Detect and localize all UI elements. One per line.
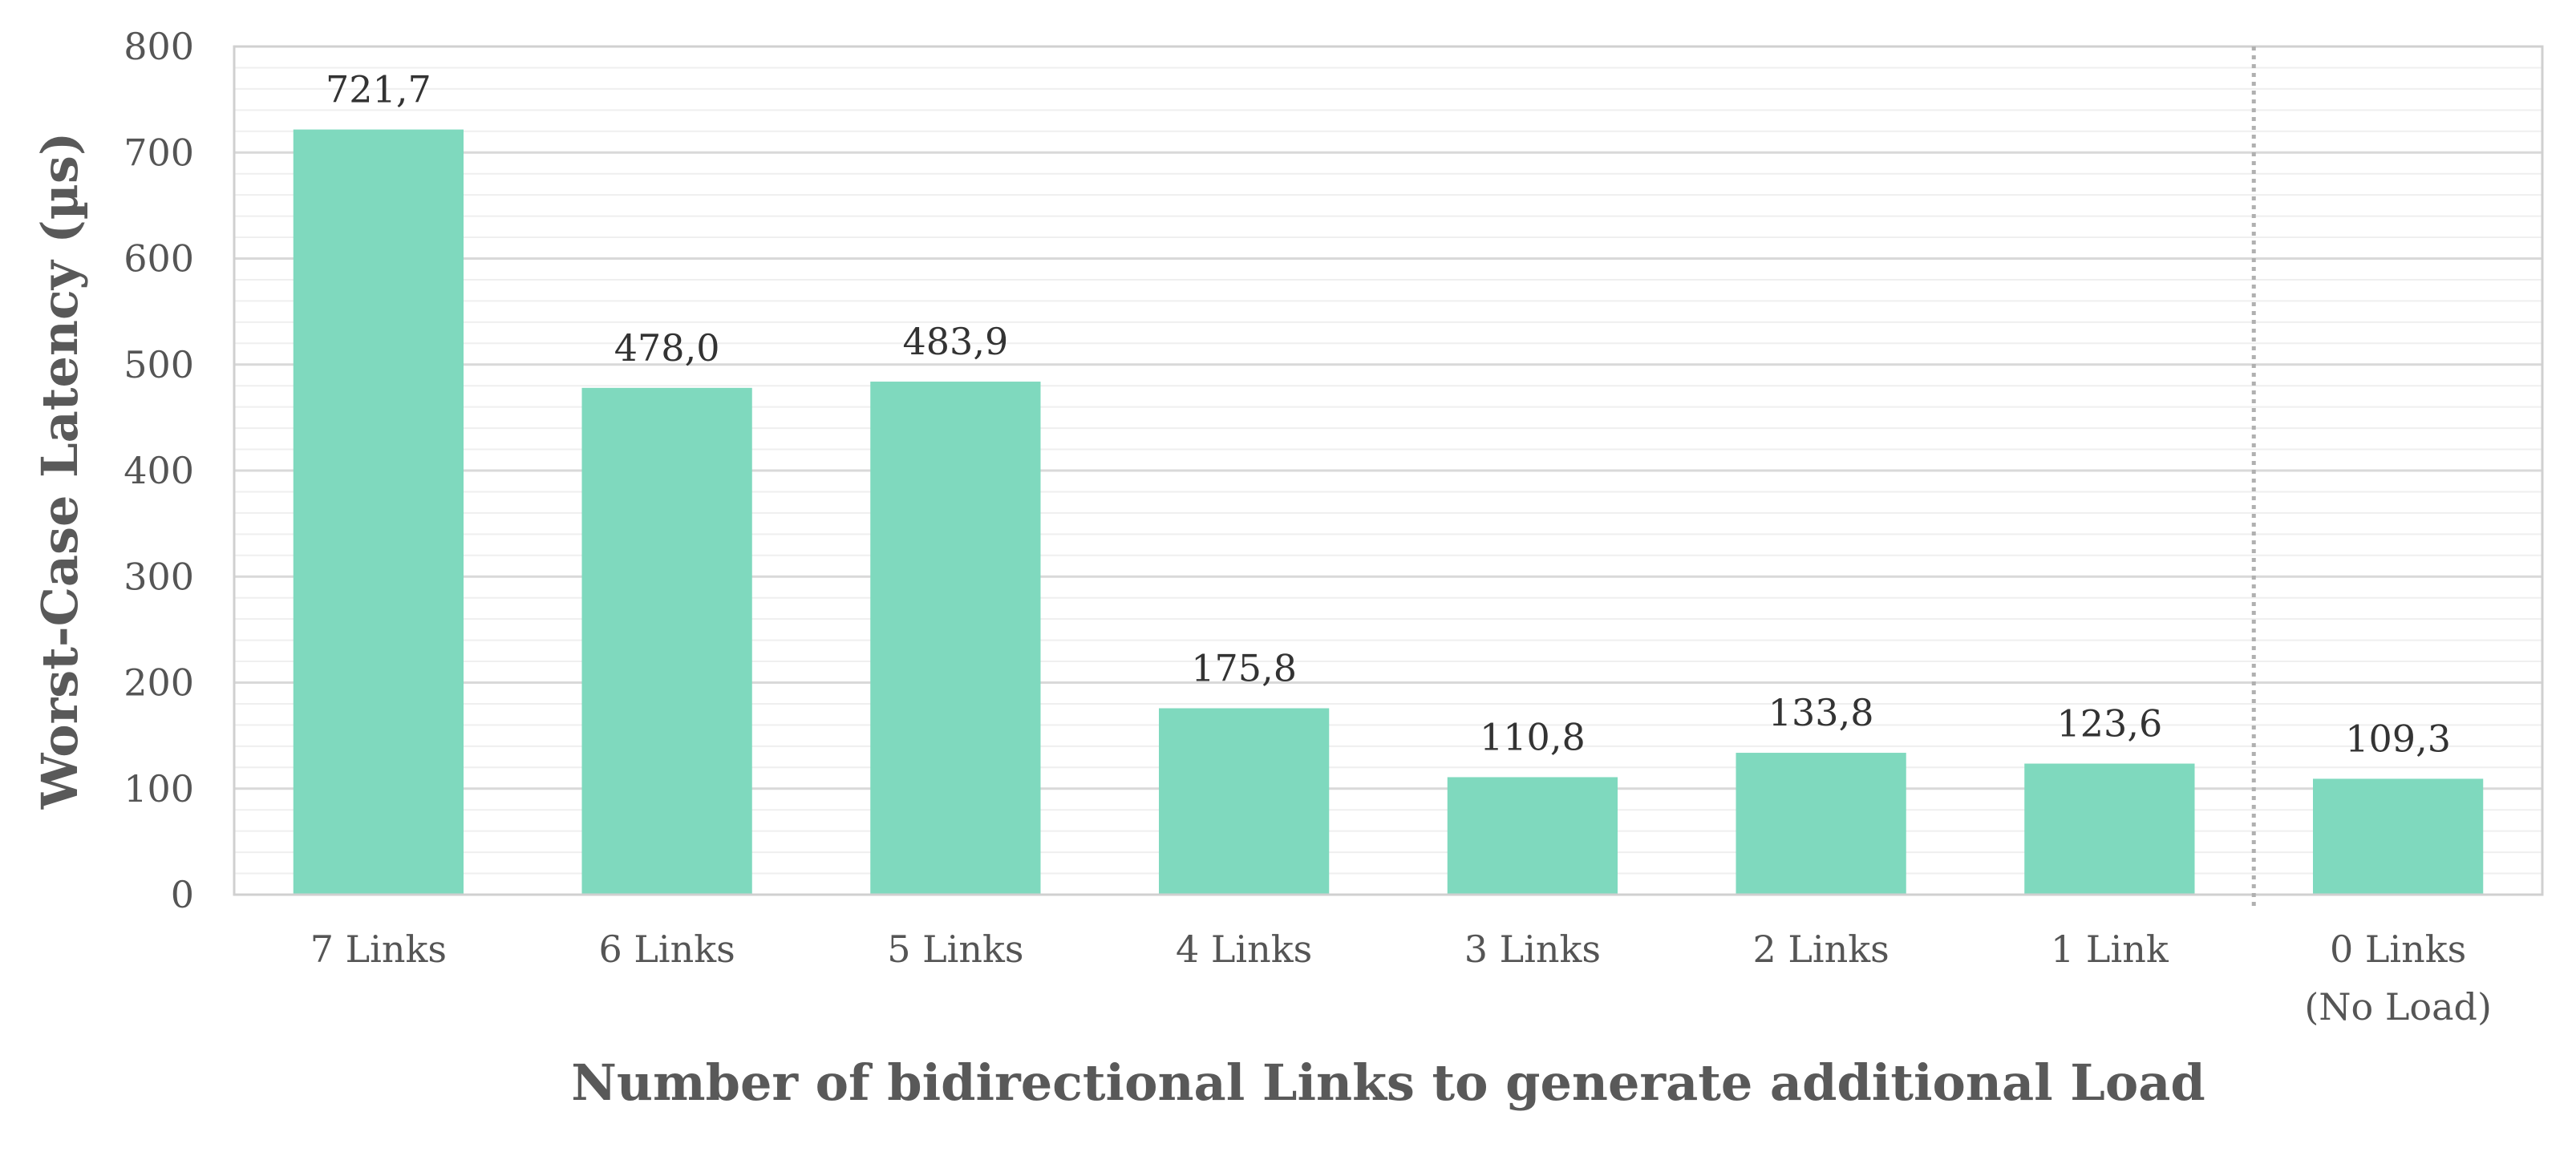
x-tick-label: 6 Links <box>598 928 735 971</box>
bar <box>2024 763 2195 895</box>
x-tick-label: 4 Links <box>1176 928 1312 971</box>
x-tick-label: (No Load) <box>2304 985 2492 1029</box>
y-tick-label: 0 <box>171 873 194 916</box>
x-tick-label: 3 Links <box>1464 928 1601 971</box>
y-tick-label: 600 <box>124 237 194 281</box>
x-axis-tick-labels: 7 Links 6 Links 5 Links 4 Links 3 Links 2 Lin… <box>310 928 2492 1029</box>
bar <box>1447 777 1618 895</box>
x-tick-label: 0 Links <box>2330 928 2466 971</box>
bar <box>870 382 1041 895</box>
plot-border <box>233 45 2544 896</box>
data-label: 478,0 <box>614 326 720 370</box>
grid <box>234 45 2542 896</box>
bar <box>293 129 464 895</box>
bar <box>581 387 752 895</box>
y-tick-label: 100 <box>124 767 194 810</box>
x-tick-label: 5 Links <box>887 928 1023 971</box>
data-label: 110,8 <box>1480 715 1586 758</box>
bars <box>293 129 2484 895</box>
y-tick-label: 500 <box>124 343 194 386</box>
x-tick-label: 7 Links <box>310 928 447 971</box>
bar <box>1158 708 1330 895</box>
data-label: 123,6 <box>2057 702 2163 746</box>
plot-frame <box>233 45 2544 906</box>
data-label: 483,9 <box>903 320 1009 363</box>
x-tick-label: 1 Link <box>2051 928 2169 971</box>
data-label: 721,7 <box>326 68 431 111</box>
data-label: 133,8 <box>1768 691 1874 734</box>
x-axis-title: Number of bidirectional Links to generat… <box>571 1053 2205 1112</box>
y-tick-label: 200 <box>124 661 194 705</box>
y-tick-label: 800 <box>124 25 194 68</box>
y-axis-tick-labels: 0 100 200 300 400 500 600 700 800 <box>124 25 194 916</box>
y-axis-title: Worst-Case Latency (µs) <box>30 132 89 810</box>
bar <box>1736 753 1906 895</box>
data-label: 109,3 <box>2345 717 2451 760</box>
y-tick-label: 400 <box>124 449 194 492</box>
y-tick-label: 300 <box>124 555 194 598</box>
y-tick-label: 700 <box>124 131 194 174</box>
x-tick-label: 2 Links <box>1752 928 1889 971</box>
data-labels: 721,7 478,0 483,9 175,8 110,8 133,8 123,6 109,3 <box>326 68 2451 761</box>
bar <box>2312 778 2484 895</box>
data-label: 175,8 <box>1191 647 1297 690</box>
